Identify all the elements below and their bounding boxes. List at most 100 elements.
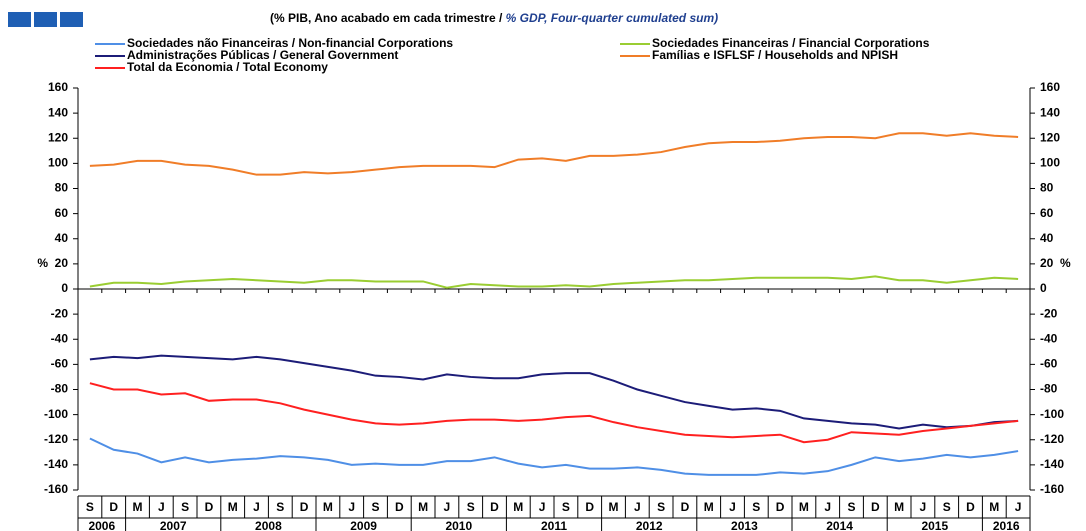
x-tick-label: M: [894, 500, 904, 514]
y-tick-label-right: 160: [1040, 80, 1060, 94]
x-tick-label: S: [657, 500, 665, 514]
year-label: 2010: [445, 519, 472, 531]
y-tick-label: 60: [55, 206, 69, 220]
x-tick-label: S: [86, 500, 94, 514]
y-unit-right: %: [1060, 256, 1071, 270]
x-tick-label: D: [300, 500, 309, 514]
y-tick-label: -20: [51, 306, 69, 320]
x-tick-label: M: [323, 500, 333, 514]
series-line: [89, 382, 1019, 444]
y-tick-label-right: -120: [1040, 432, 1064, 446]
y-tick-label-right: 100: [1040, 156, 1060, 170]
x-tick-label: M: [989, 500, 999, 514]
legend-label: Administrações Públicas / General Govern…: [127, 48, 398, 62]
y-tick-label: 0: [61, 281, 68, 295]
x-tick-label: S: [943, 500, 951, 514]
y-tick-label: 20: [55, 256, 69, 270]
x-tick-label: J: [634, 500, 641, 514]
y-tick-label-right: -20: [1040, 306, 1058, 320]
x-tick-label: M: [799, 500, 809, 514]
year-label: 2011: [541, 519, 567, 531]
y-tick-label-right: -60: [1040, 357, 1058, 371]
y-tick-label: 140: [48, 105, 68, 119]
y-tick-label-right: 140: [1040, 105, 1060, 119]
x-tick-label: D: [776, 500, 785, 514]
y-tick-label: 100: [48, 156, 68, 170]
y-tick-label-right: -140: [1040, 457, 1064, 471]
year-label: 2009: [350, 519, 377, 531]
y-tick-label: -100: [44, 407, 68, 421]
legend-label: Sociedades Financeiras / Financial Corpo…: [652, 36, 930, 50]
x-tick-label: D: [966, 500, 975, 514]
x-tick-label: S: [562, 500, 570, 514]
y-tick-label: -60: [51, 357, 69, 371]
year-label: 2013: [731, 519, 758, 531]
x-tick-label: M: [609, 500, 619, 514]
legend-label: Total da Economia / Total Economy: [127, 60, 328, 74]
year-label: 2008: [255, 519, 282, 531]
y-tick-label: 160: [48, 80, 68, 94]
x-tick-label: S: [276, 500, 284, 514]
x-tick-label: S: [847, 500, 855, 514]
x-tick-label: J: [1015, 500, 1022, 514]
y-tick-label-right: -40: [1040, 331, 1058, 345]
x-tick-label: D: [585, 500, 594, 514]
legend-label: Famílias e ISFLSF / Households and NPISH: [652, 48, 898, 62]
x-tick-label: D: [871, 500, 880, 514]
series-line: [89, 437, 1019, 476]
x-tick-label: S: [181, 500, 189, 514]
x-tick-label: J: [920, 500, 927, 514]
x-tick-label: D: [109, 500, 118, 514]
y-tick-label-right: 40: [1040, 231, 1054, 245]
y-tick-label: -40: [51, 331, 69, 345]
x-tick-label: D: [395, 500, 404, 514]
x-tick-label: J: [253, 500, 260, 514]
y-tick-label-right: -160: [1040, 482, 1064, 496]
y-tick-label-right: 80: [1040, 181, 1054, 195]
x-tick-label: J: [444, 500, 451, 514]
y-tick-label: -120: [44, 432, 68, 446]
chart-title: (% PIB, Ano acabado em cada trimestre / …: [270, 11, 718, 25]
x-tick-label: D: [490, 500, 499, 514]
x-tick-label: J: [824, 500, 831, 514]
x-tick-label: J: [729, 500, 736, 514]
year-label: 2007: [160, 519, 187, 531]
series-line: [89, 354, 1019, 430]
x-tick-label: S: [467, 500, 475, 514]
year-label: 2014: [826, 519, 853, 531]
y-tick-label-right: 60: [1040, 206, 1054, 220]
logo-block: [60, 12, 83, 27]
series-line: [89, 132, 1019, 176]
series-line: [89, 275, 1019, 289]
x-tick-label: J: [539, 500, 546, 514]
x-tick-label: J: [158, 500, 165, 514]
logo-block: [34, 12, 57, 27]
y-tick-label-right: -80: [1040, 382, 1058, 396]
y-tick-label: 40: [55, 231, 69, 245]
y-tick-label: -160: [44, 482, 68, 496]
x-tick-label: J: [348, 500, 355, 514]
y-tick-label-right: 120: [1040, 130, 1060, 144]
y-tick-label: -80: [51, 382, 69, 396]
x-tick-label: M: [133, 500, 143, 514]
y-tick-label: 80: [55, 181, 69, 195]
y-tick-label: 120: [48, 130, 68, 144]
title-en: % GDP, Four-quarter cumulated sum): [506, 11, 718, 25]
year-label: 2006: [88, 519, 115, 531]
x-tick-label: D: [681, 500, 690, 514]
legend-label: Sociedades não Financeiras / Non-financi…: [127, 36, 453, 50]
y-tick-label: -140: [44, 457, 68, 471]
y-unit: %: [37, 256, 48, 270]
year-label: 2012: [636, 519, 663, 531]
y-tick-label-right: 20: [1040, 256, 1054, 270]
title-pt: (% PIB, Ano acabado em cada trimestre /: [270, 11, 503, 25]
x-tick-label: D: [205, 500, 214, 514]
y-tick-label-right: -100: [1040, 407, 1064, 421]
x-tick-label: M: [513, 500, 523, 514]
logo-block: [8, 12, 31, 27]
x-tick-label: S: [371, 500, 379, 514]
y-tick-label-right: 0: [1040, 281, 1047, 295]
x-tick-label: M: [704, 500, 714, 514]
x-tick-label: M: [418, 500, 428, 514]
